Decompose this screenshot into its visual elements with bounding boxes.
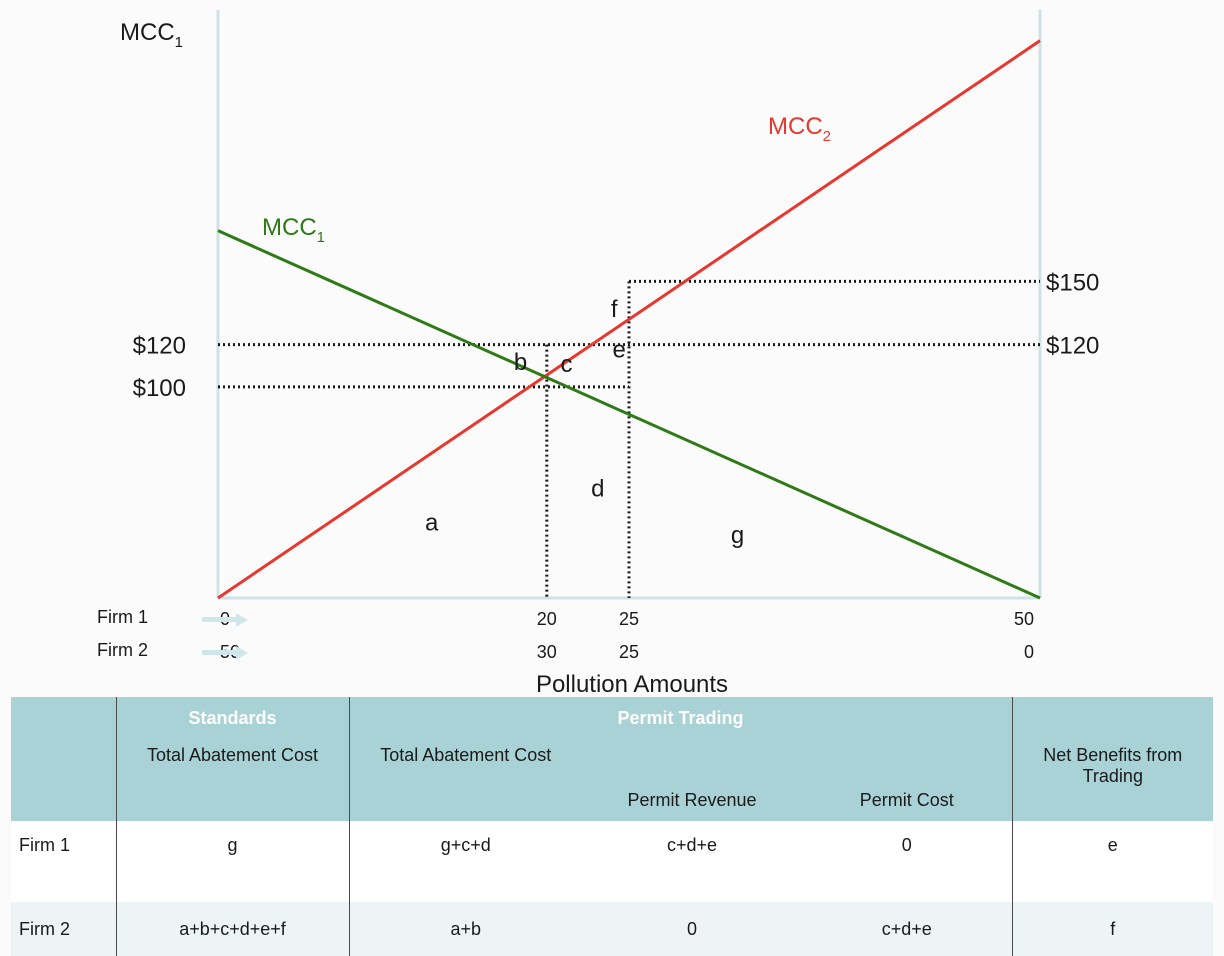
table-cell: e — [1011, 821, 1214, 902]
price-label-right: $150 — [1046, 269, 1099, 296]
row-firm-label: Firm 1 — [11, 821, 116, 902]
x-tick-label-firm2: 0 — [1024, 642, 1034, 662]
series-label: MCC2 — [768, 113, 831, 145]
col-trading-abatement-cost: Total Abatement Cost — [348, 739, 582, 821]
table-cell: c+d+e — [582, 821, 802, 902]
table-cell: a+b+c+d+e+f — [115, 902, 349, 956]
region-label: b — [514, 349, 527, 376]
table-row: Firm 2 a+b+c+d+e+f a+b 0 c+d+e f — [11, 902, 1214, 956]
table-cell: a+b — [348, 902, 582, 956]
firm1-axis-label: Firm 1 — [97, 607, 148, 627]
comparison-table: Standards Permit Trading Total Abatement… — [11, 697, 1214, 956]
region-label: c — [561, 351, 573, 378]
col-permit-cost: Permit Cost — [802, 739, 1013, 821]
table-cell: g — [115, 821, 349, 902]
table-cell: c+d+e — [802, 902, 1013, 956]
table-row: Firm 1 g g+c+d c+d+e 0 e — [11, 821, 1214, 902]
x-axis-label: Pollution Amounts — [536, 671, 728, 698]
col-permit-revenue: Permit Revenue — [582, 739, 802, 821]
series-line — [217, 39, 1041, 600]
region-label: e — [612, 336, 625, 363]
series-line — [217, 229, 1041, 600]
x-tick-label-firm1: 50 — [1014, 609, 1034, 629]
region-label: g — [731, 522, 744, 549]
table-cell: g+c+d — [348, 821, 582, 902]
table-cell: f — [1011, 902, 1214, 956]
corner-cell — [11, 697, 116, 739]
x-tick-label-firm2: 25 — [619, 642, 639, 662]
x-tick-label-firm2: 30 — [537, 642, 557, 662]
row-firm-label: Firm 2 — [11, 902, 116, 956]
group-standards: Standards — [115, 697, 349, 739]
x-tick-label-firm1: 20 — [537, 609, 557, 629]
corner-cell-2 — [11, 739, 116, 821]
price-label-left: $100 — [133, 375, 186, 402]
group-permit-trading: Permit Trading — [348, 697, 1013, 739]
region-label: d — [591, 476, 604, 503]
col-standards-abatement-cost: Total Abatement Cost — [115, 739, 349, 821]
firm2-axis-label: Firm 2 — [97, 640, 148, 660]
table-cell: 0 — [582, 902, 802, 956]
col-net-benefits: Net Benefits from Trading — [1011, 739, 1214, 821]
x-tick-label-firm1: 25 — [619, 609, 639, 629]
firm2-axis-row: Firm 2 — [0, 640, 248, 664]
price-label-right: $120 — [1046, 333, 1099, 360]
price-label-left: $120 — [133, 333, 186, 360]
chart-plot: $120$120$100$150MCC2MCC1abcdefg020255050… — [120, 10, 1099, 698]
series-label: MCC1 — [262, 214, 325, 246]
firm1-axis-row: Firm 1 — [0, 607, 248, 631]
group-net-benefits — [1011, 697, 1214, 739]
table-cell: 0 — [802, 821, 1013, 902]
y-axis-label: MCC1 — [120, 19, 183, 51]
region-label: a — [425, 509, 439, 536]
region-label: f — [611, 296, 618, 323]
